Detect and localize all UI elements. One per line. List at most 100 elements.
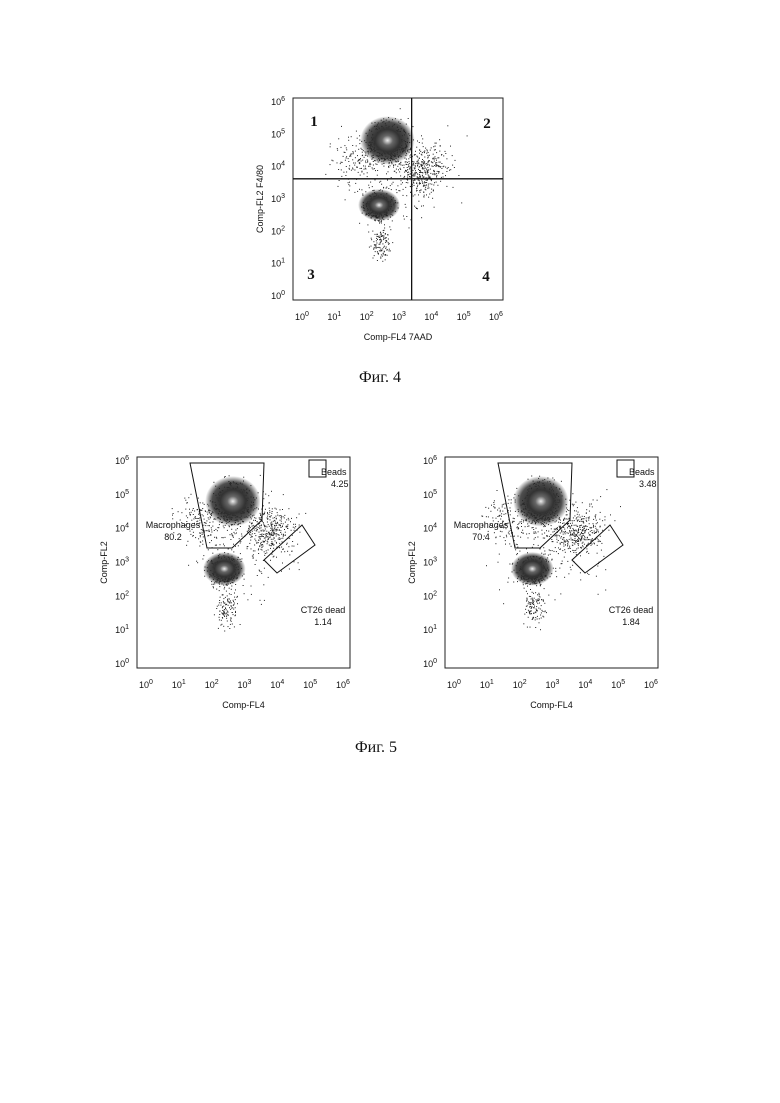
event-dot xyxy=(252,533,253,534)
event-dot xyxy=(541,605,542,606)
event-dot xyxy=(264,525,265,526)
event-dot xyxy=(305,513,306,514)
event-dot xyxy=(421,217,422,218)
event-dot xyxy=(516,554,517,555)
event-dot xyxy=(404,172,405,173)
event-dot xyxy=(292,541,293,542)
event-dot xyxy=(285,535,286,536)
event-dot xyxy=(433,190,434,191)
event-dot xyxy=(428,157,429,158)
event-dot xyxy=(188,497,189,498)
event-dot xyxy=(425,187,426,188)
event-dot xyxy=(291,530,292,531)
event-dot xyxy=(360,175,361,176)
event-dot xyxy=(362,155,363,156)
event-dot xyxy=(273,548,274,549)
event-dot xyxy=(586,548,587,549)
event-dot xyxy=(279,529,280,530)
event-dot xyxy=(258,527,259,528)
tick-exponent: 4 xyxy=(280,679,284,686)
event-dot xyxy=(365,191,366,192)
event-dot xyxy=(427,164,428,165)
event-dot xyxy=(576,518,577,519)
event-dot xyxy=(441,168,442,169)
event-dot xyxy=(260,513,261,514)
event-dot xyxy=(532,598,533,599)
event-dot xyxy=(224,545,225,546)
event-dot xyxy=(231,586,232,587)
event-dot xyxy=(257,527,258,528)
event-dot xyxy=(343,172,344,173)
event-dot xyxy=(491,505,492,506)
event-dot xyxy=(276,523,277,524)
event-dot xyxy=(269,545,270,546)
event-dot xyxy=(260,536,261,537)
event-dot xyxy=(500,510,501,511)
event-dot xyxy=(389,226,390,227)
event-dot xyxy=(434,171,435,172)
event-dot xyxy=(239,538,240,539)
event-dot xyxy=(543,611,544,612)
event-dot xyxy=(427,155,428,156)
event-dot xyxy=(578,528,579,529)
event-dot xyxy=(509,534,510,535)
event-dot xyxy=(564,532,565,533)
event-dot xyxy=(424,170,425,171)
event-dot xyxy=(559,568,560,569)
event-dot xyxy=(380,221,381,222)
tick-exponent: 3 xyxy=(281,193,285,200)
event-dot xyxy=(565,541,566,542)
event-dot xyxy=(413,196,414,197)
event-dot xyxy=(264,538,265,539)
event-dot xyxy=(419,166,420,167)
event-dot xyxy=(264,513,265,514)
event-dot xyxy=(417,176,418,177)
event-dot xyxy=(385,255,386,256)
event-dot xyxy=(341,176,342,177)
event-dot xyxy=(418,201,419,202)
gate-name: CT26 dead xyxy=(301,605,346,615)
event-dot xyxy=(268,577,269,578)
event-dot xyxy=(247,531,248,532)
event-dot xyxy=(500,536,501,537)
event-dot xyxy=(580,517,581,518)
event-dot xyxy=(498,562,499,563)
event-dot xyxy=(272,544,273,545)
event-dot xyxy=(436,176,437,177)
event-dot xyxy=(503,504,504,505)
event-dot xyxy=(200,536,201,537)
event-dot xyxy=(580,555,581,556)
event-dot xyxy=(410,192,411,193)
event-dot xyxy=(273,529,274,530)
event-dot xyxy=(367,162,368,163)
event-dot xyxy=(596,576,597,577)
event-dot xyxy=(225,597,226,598)
event-dot xyxy=(579,535,580,536)
event-dot xyxy=(534,607,535,608)
event-dot xyxy=(567,514,568,515)
event-dot xyxy=(390,250,391,251)
event-dot xyxy=(263,584,264,585)
event-dot xyxy=(533,617,534,618)
event-dot xyxy=(388,167,389,168)
event-dot xyxy=(527,599,528,600)
event-dot xyxy=(523,521,524,522)
event-dot xyxy=(272,511,273,512)
event-dot xyxy=(600,512,601,513)
event-dot xyxy=(419,180,420,181)
event-dot xyxy=(216,608,217,609)
event-dot xyxy=(574,540,575,541)
event-dot xyxy=(567,544,568,545)
event-dot xyxy=(407,175,408,176)
event-dot xyxy=(201,529,202,530)
event-dot xyxy=(544,551,545,552)
event-dot xyxy=(434,165,435,166)
event-dot xyxy=(532,602,533,603)
event-dot xyxy=(356,131,357,132)
event-dot xyxy=(560,543,561,544)
event-dot xyxy=(567,545,568,546)
event-dot xyxy=(500,511,501,512)
event-dot xyxy=(258,549,259,550)
event-dot xyxy=(569,525,570,526)
event-dot xyxy=(226,613,227,614)
